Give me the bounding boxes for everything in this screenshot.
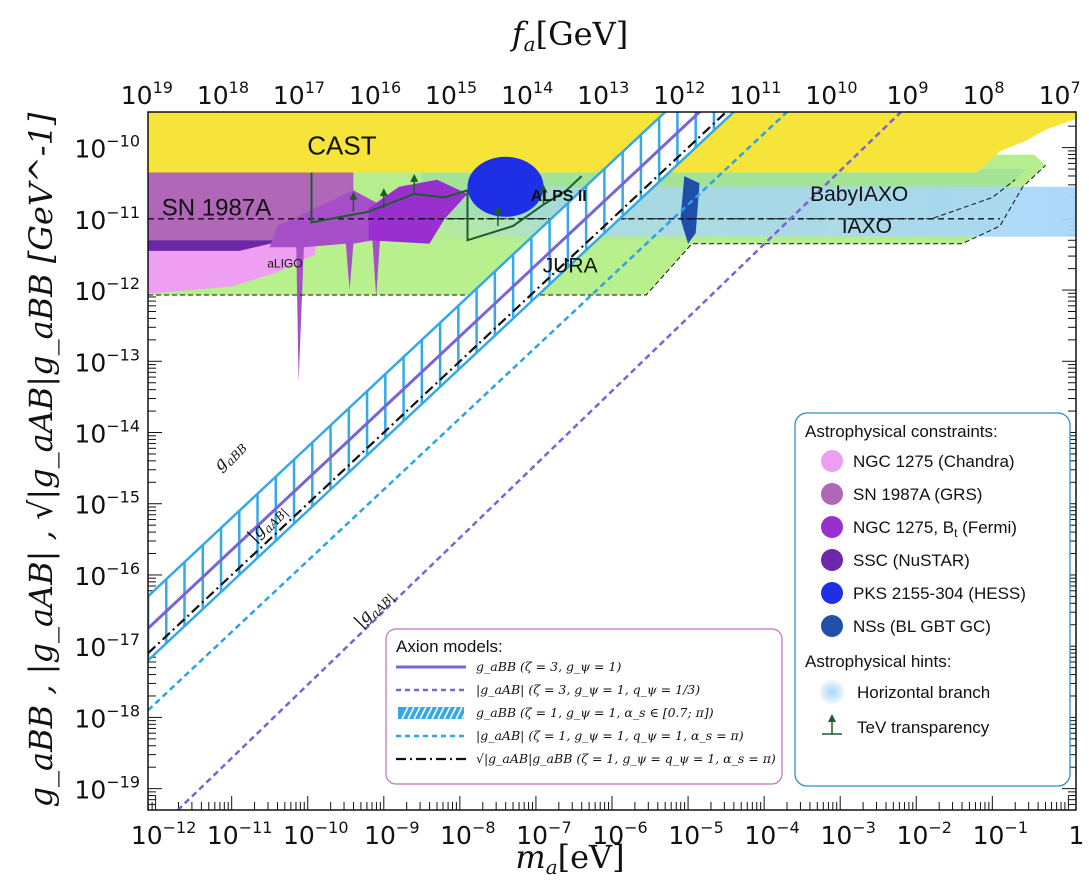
legend-model-item: |g_aAB| (ζ = 1, g_ψ = 1, q_ψ = 1, α_s = …: [476, 728, 744, 743]
legend-model-item: |g_aAB| (ζ = 3, g_ψ = 1, q_ψ = 1/3): [476, 682, 700, 697]
curve-label-gaab-zeta3: |gaAB|: [350, 585, 397, 633]
region-label: SN 1987A: [162, 194, 271, 221]
legend-model-item: g_aBB (ζ = 1, g_ψ = 1, α_s ∈ [0.7; π]): [476, 705, 714, 720]
top-tick-label: 1018: [197, 78, 249, 110]
top-tick-label: 1017: [273, 78, 325, 110]
legend-astro-swatch: [821, 582, 843, 604]
legend-astro-item: SN 1987A (GRS): [853, 485, 982, 504]
region-label: CAST: [307, 131, 376, 161]
legend-astro-swatch: [821, 450, 843, 472]
y-axis-label: g_aBB , |g_aAB| , √|g_aAB|g_aBB [GeV^-1]: [22, 112, 60, 807]
legend-models-title: Axion models:: [396, 637, 503, 656]
region-pks2155-hess: [468, 157, 544, 217]
region-label: ALPS II: [531, 188, 587, 205]
legend-model-item: g_aBB (ζ = 3, g_ψ = 1): [476, 659, 621, 674]
legend-astro-item: NGC 1275, Bt (Fermi): [853, 518, 1017, 540]
x-tick-label: 10−1: [973, 818, 1028, 850]
curve-label-gabb: gaBB: [209, 435, 250, 476]
legend-hints-title: Astrophysical hints:: [805, 652, 951, 671]
legend-astro-item: SSC (NuSTAR): [853, 551, 970, 570]
y-tick-label: 10−12: [74, 274, 140, 306]
top-tick-label: 1010: [805, 78, 857, 110]
x-tick-label: 10−6: [592, 818, 647, 850]
y-tick-label: 10−10: [74, 132, 140, 164]
top-tick-label: 1015: [425, 78, 477, 110]
x-tick-label: 10−9: [364, 818, 419, 850]
x-tick-label: 1: [1068, 821, 1084, 850]
x-tick-label: 10−2: [897, 818, 952, 850]
top-tick-label: 107: [1039, 78, 1081, 110]
legend-astro-swatch: [821, 549, 843, 571]
x-tick-label: 10−3: [820, 818, 875, 850]
legend-model-item: √|g_aAB|g_aBB (ζ = 1, g_ψ = q_ψ = 1, α_s…: [476, 751, 776, 766]
x-tick-label: 10−8: [440, 818, 495, 850]
top-tick-label: 109: [887, 78, 929, 110]
legend-axion-models: Axion models: g_aBB (ζ = 3, g_ψ = 1) |g_aA…: [386, 629, 782, 784]
y-tick-label: 10−17: [74, 630, 140, 662]
top-tick-label: 1013: [577, 78, 629, 110]
region-label: aLIGO: [267, 256, 302, 270]
legend-hint-item: Horizontal branch: [857, 683, 990, 702]
legend-astro-swatch: [821, 516, 843, 538]
legend-hint-item: TeV transparency: [857, 718, 990, 737]
region-label: JURA: [543, 254, 598, 277]
region-layer: [148, 112, 1076, 383]
legend-astro-item: PKS 2155-304 (HESS): [853, 584, 1026, 603]
x-tick-label: 10−5: [668, 818, 723, 850]
top-axis-label: fa[GeV]: [510, 15, 628, 56]
y-tick-label: 10−15: [74, 488, 140, 520]
legend-astrophysical: Astrophysical constraints: NGC 1275 (Chan…: [795, 413, 1070, 786]
region-label: IAXO: [842, 215, 892, 238]
y-tick-label: 10−11: [74, 203, 140, 235]
top-tick-label: 108: [963, 78, 1005, 110]
top-tick-label: 1019: [121, 78, 173, 110]
legend-astro-item: NGC 1275 (Chandra): [853, 452, 1015, 471]
x-tick-label: 10−10: [283, 818, 349, 850]
x-tick-label: 10−4: [744, 818, 799, 850]
region-label: BabyIAXO: [810, 183, 908, 206]
y-tick-label: 10−14: [74, 417, 140, 449]
x-tick-label: 10−11: [207, 818, 273, 850]
top-tick-label: 1011: [729, 78, 781, 110]
legend-astro-item: NSs (BL GBT GC): [853, 617, 991, 636]
x-tick-label: 10−12: [131, 818, 197, 850]
legend-astro-title: Astrophysical constraints:: [805, 422, 998, 441]
legend-astro-swatch: [821, 483, 843, 505]
legend-hint-swatch: [820, 680, 844, 704]
y-tick-label: 10−13: [74, 345, 140, 377]
y-tick-label: 10−19: [74, 773, 140, 805]
top-tick-label: 1016: [349, 78, 401, 110]
y-tick-label: 10−18: [74, 701, 140, 733]
y-tick-label: 10−16: [74, 559, 140, 591]
top-tick-label: 1014: [501, 78, 553, 110]
top-tick-label: 1012: [653, 78, 705, 110]
legend-astro-swatch: [821, 615, 843, 637]
